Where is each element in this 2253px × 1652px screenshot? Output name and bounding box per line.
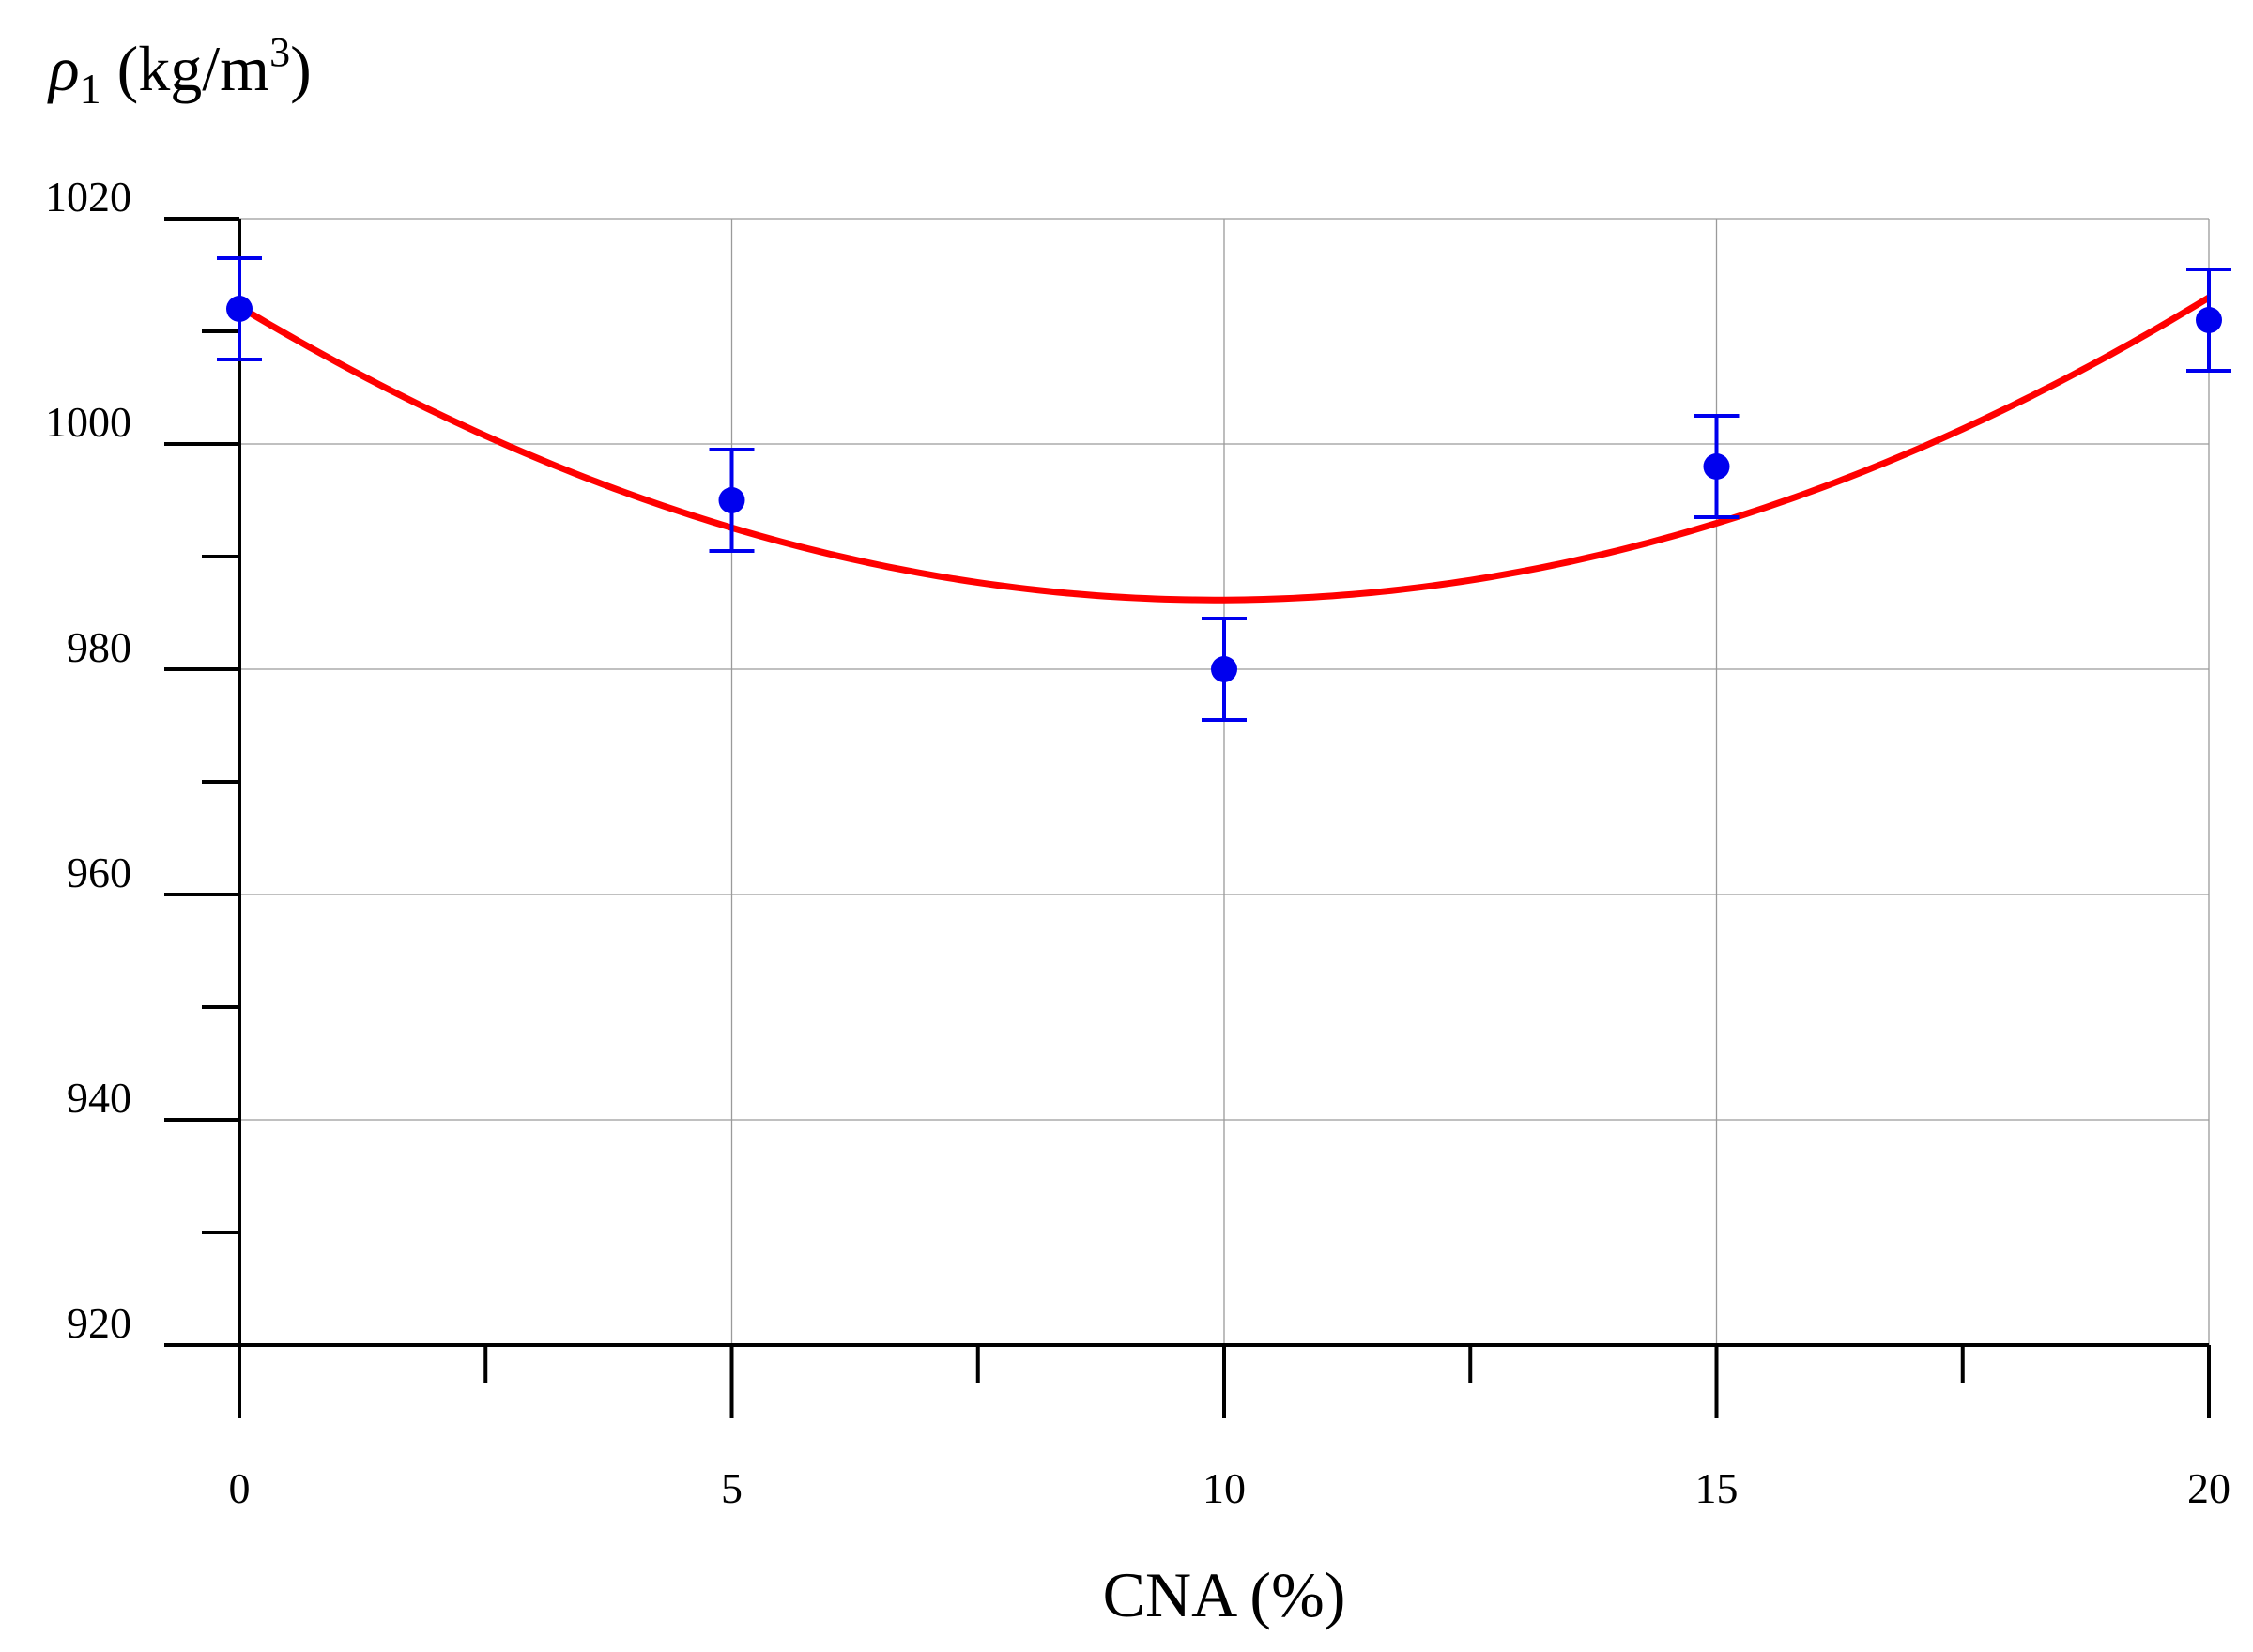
y-tick-label: 1000 — [45, 398, 131, 446]
ticks — [164, 217, 2211, 1418]
y-tick-label: 920 — [67, 1299, 131, 1347]
data-point — [226, 296, 253, 322]
x-tick-label: 20 — [2187, 1464, 2230, 1512]
x-tick-label: 5 — [721, 1464, 743, 1512]
y-tick-label: 960 — [67, 849, 131, 896]
x-tick-label: 10 — [1203, 1464, 1246, 1512]
y-tick-label: 940 — [67, 1074, 131, 1122]
grid — [239, 218, 2210, 1345]
y-tick-label: 1020 — [45, 173, 131, 221]
data-point — [718, 487, 745, 513]
x-tick-label: 0 — [229, 1464, 251, 1512]
data-point — [1703, 453, 1730, 480]
axes — [164, 219, 2209, 1347]
tick-labels: 920 940 960 980 1000 1020 0 5 10 15 20 — [45, 173, 2230, 1512]
data-points-layer — [217, 256, 2231, 722]
y-tick-label: 980 — [67, 623, 131, 671]
fit-curve — [238, 295, 2211, 604]
x-axis-title: CNA (%) — [1103, 1559, 1346, 1630]
x-tick-label: 15 — [1695, 1464, 1739, 1512]
data-point — [1211, 656, 1237, 682]
data-point — [2196, 307, 2222, 333]
y-axis-title: ρ1 (kg/m3) — [47, 29, 312, 113]
fit-curve-layer — [238, 295, 2211, 604]
